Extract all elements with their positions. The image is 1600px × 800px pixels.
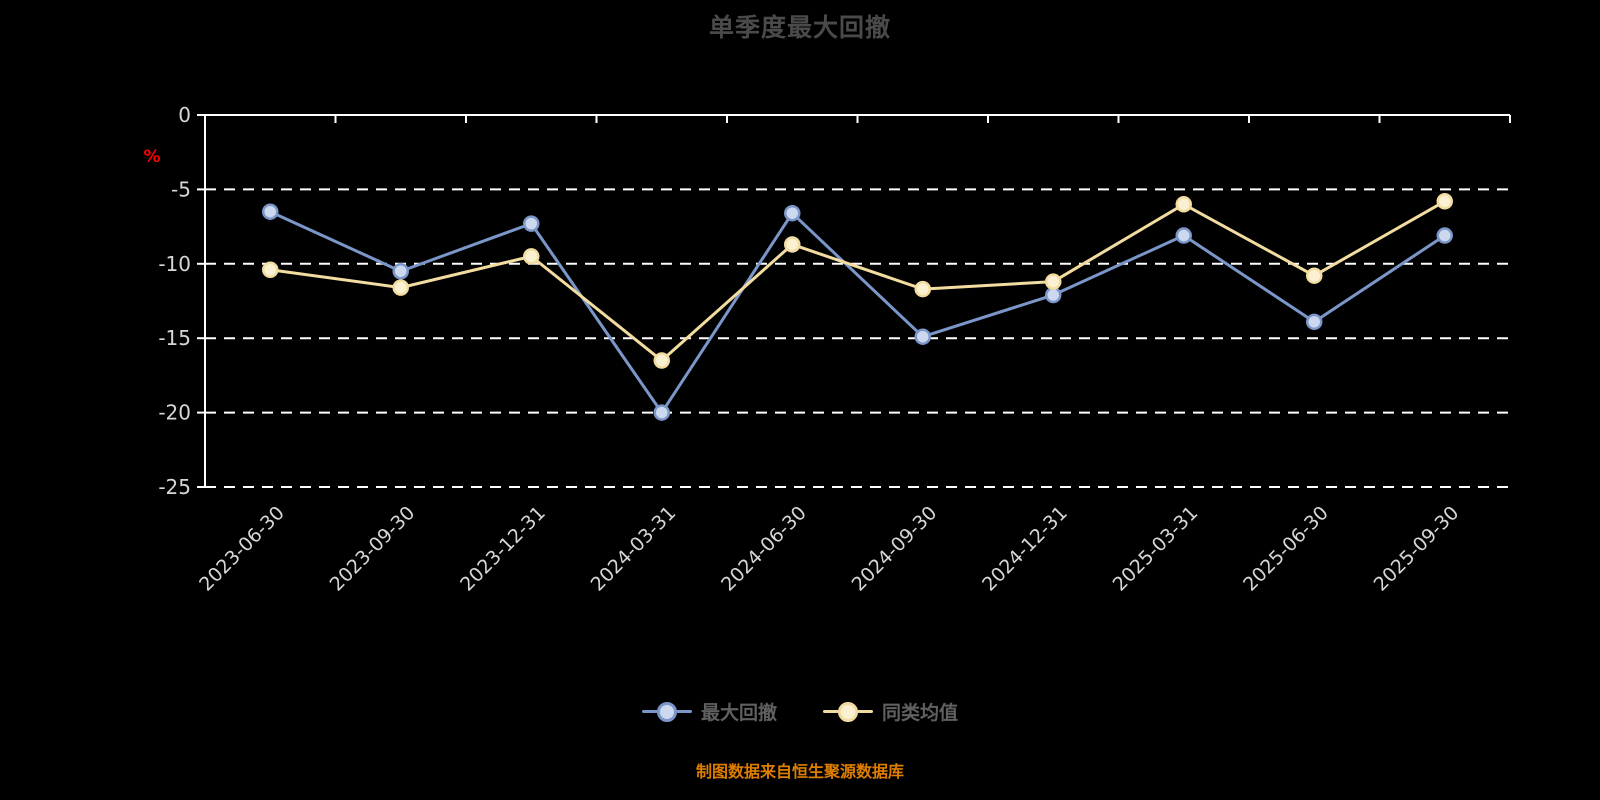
chart-legend: 最大回撤 同类均值: [0, 698, 1600, 725]
data-point-marker[interactable]: [784, 236, 801, 253]
legend-item-max-drawdown[interactable]: 最大回撤: [641, 698, 777, 725]
data-point-marker[interactable]: [1306, 267, 1323, 284]
x-tick-label: 2025-06-30: [1239, 502, 1333, 596]
data-point-marker[interactable]: [1306, 313, 1323, 331]
legend-line-left: [823, 710, 839, 713]
data-point-marker[interactable]: [914, 328, 931, 345]
data-point-marker[interactable]: [262, 203, 279, 220]
legend-line-left: [641, 710, 658, 713]
data-point-marker[interactable]: [1436, 227, 1453, 244]
legend-label: 最大回撤: [700, 702, 777, 724]
data-point-marker[interactable]: [653, 352, 670, 369]
x-tick-label: 2024-09-30: [848, 502, 942, 596]
x-tick-label: 2025-03-31: [1109, 502, 1203, 596]
x-tick-label: 2023-12-31: [456, 502, 550, 596]
y-tick-label: -25: [158, 475, 191, 499]
chart-title: 单季度最大回撤: [708, 13, 891, 42]
legend-line-right: [675, 710, 692, 713]
data-point-marker[interactable]: [1045, 286, 1062, 304]
x-tick-label: 2024-03-31: [587, 502, 681, 596]
x-tick-label: 2024-12-31: [978, 502, 1072, 596]
x-tick-label: 2024-06-30: [717, 502, 811, 596]
legend-item-category-average[interactable]: 同类均值: [823, 698, 958, 725]
data-point-marker[interactable]: [392, 279, 409, 296]
data-point-marker[interactable]: [653, 404, 670, 421]
y-tick-label: -15: [158, 326, 191, 350]
series-line-1: [270, 200, 1446, 363]
data-point-marker[interactable]: [523, 248, 540, 265]
x-tick-label: 2023-06-30: [195, 502, 289, 596]
legend-marker-icon: [838, 701, 858, 722]
y-tick-label: -5: [171, 177, 191, 201]
data-point-marker[interactable]: [523, 215, 540, 232]
series-line-0: [269, 210, 1446, 415]
data-point-marker[interactable]: [1175, 196, 1192, 213]
data-point-marker[interactable]: [262, 261, 279, 279]
x-tick-label: 2025-09-30: [1370, 502, 1464, 596]
data-point-marker[interactable]: [1175, 227, 1192, 244]
data-point-marker[interactable]: [1436, 193, 1453, 210]
legend-marker-icon: [656, 701, 677, 722]
data-point-marker[interactable]: [1045, 273, 1062, 290]
legend-label: 同类均值: [882, 702, 959, 724]
data-point-marker[interactable]: [392, 262, 409, 280]
y-tick-label: 0: [178, 103, 191, 127]
y-tick-label: -20: [158, 401, 191, 425]
data-point-marker[interactable]: [784, 204, 801, 222]
line-chart: 0 -5 -10 -15 -20 -25% 2023-06-30 2023-09-30 2023…: [143, 103, 1511, 596]
y-tick-label: -10: [158, 252, 191, 276]
source-note: 制图数据来自恒生聚源数据库: [695, 762, 904, 781]
y-axis-unit-label: %: [143, 147, 160, 167]
legend-line-right: [857, 710, 873, 713]
data-point-marker[interactable]: [914, 280, 931, 298]
x-tick-label: 2023-09-30: [326, 502, 420, 596]
